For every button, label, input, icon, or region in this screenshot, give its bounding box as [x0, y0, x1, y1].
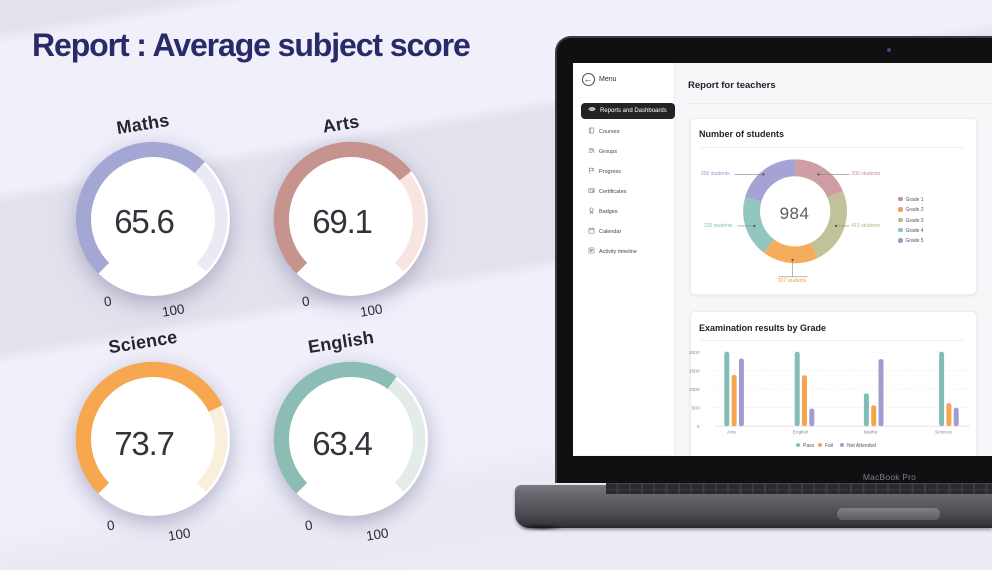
- svg-text:0: 0: [696, 424, 699, 430]
- svg-text:1500: 1500: [688, 368, 699, 374]
- svg-text:English: English: [792, 429, 808, 435]
- svg-text:Maths: Maths: [863, 429, 877, 435]
- svg-text:Science: Science: [934, 429, 951, 435]
- svg-text:500: 500: [691, 405, 699, 411]
- svg-text:2000: 2000: [688, 350, 699, 356]
- svg-text:1000: 1000: [688, 387, 699, 393]
- svg-text:Arts: Arts: [727, 429, 736, 435]
